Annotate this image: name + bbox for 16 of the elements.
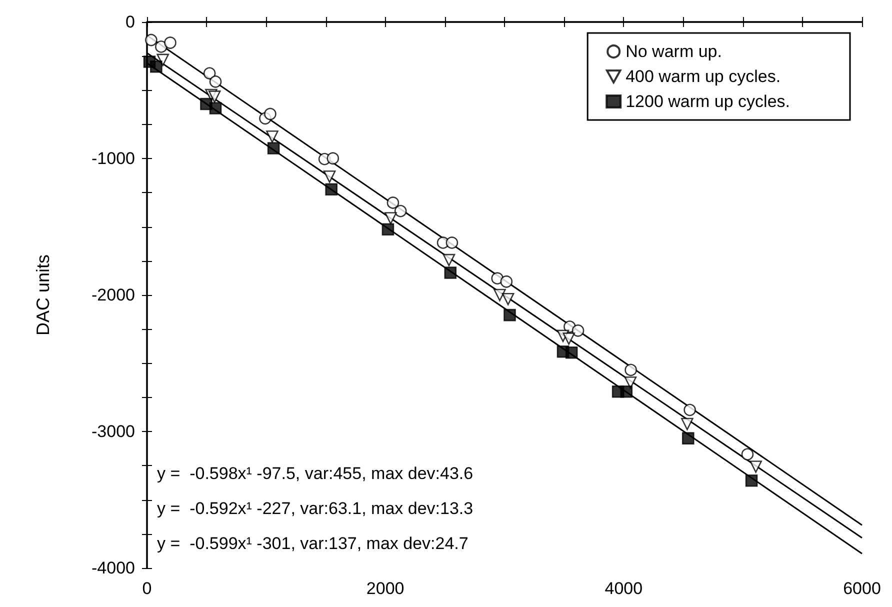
y-tick-label: -4000 bbox=[92, 558, 135, 578]
legend-label: 400 warm up cycles. bbox=[626, 67, 781, 86]
y-tick-label: -3000 bbox=[92, 422, 135, 441]
x-tick-label: 2000 bbox=[366, 579, 404, 598]
legend-label: No warm up. bbox=[626, 42, 722, 61]
y-tick-label: 0 bbox=[126, 12, 135, 32]
annotation: y = -0.599x¹ -301, var:137, max dev:24.7 bbox=[157, 534, 468, 553]
y-tick-label: -2000 bbox=[92, 286, 135, 304]
annotation: y = -0.598x¹ -97.5, var:455, max dev:43.6 bbox=[157, 464, 474, 483]
x-tick-label: 4000 bbox=[604, 579, 643, 598]
x-tick-label: 6000 bbox=[843, 579, 881, 598]
x-tick-label: 0 bbox=[142, 579, 152, 598]
annotation: y = -0.592x¹ -227, var:63.1, max dev:13.3 bbox=[157, 499, 474, 518]
y-tick-label: -1000 bbox=[92, 149, 135, 168]
y-axis-title: DAC units bbox=[33, 254, 53, 336]
legend-label: 1200 warm up cycles. bbox=[626, 92, 790, 111]
